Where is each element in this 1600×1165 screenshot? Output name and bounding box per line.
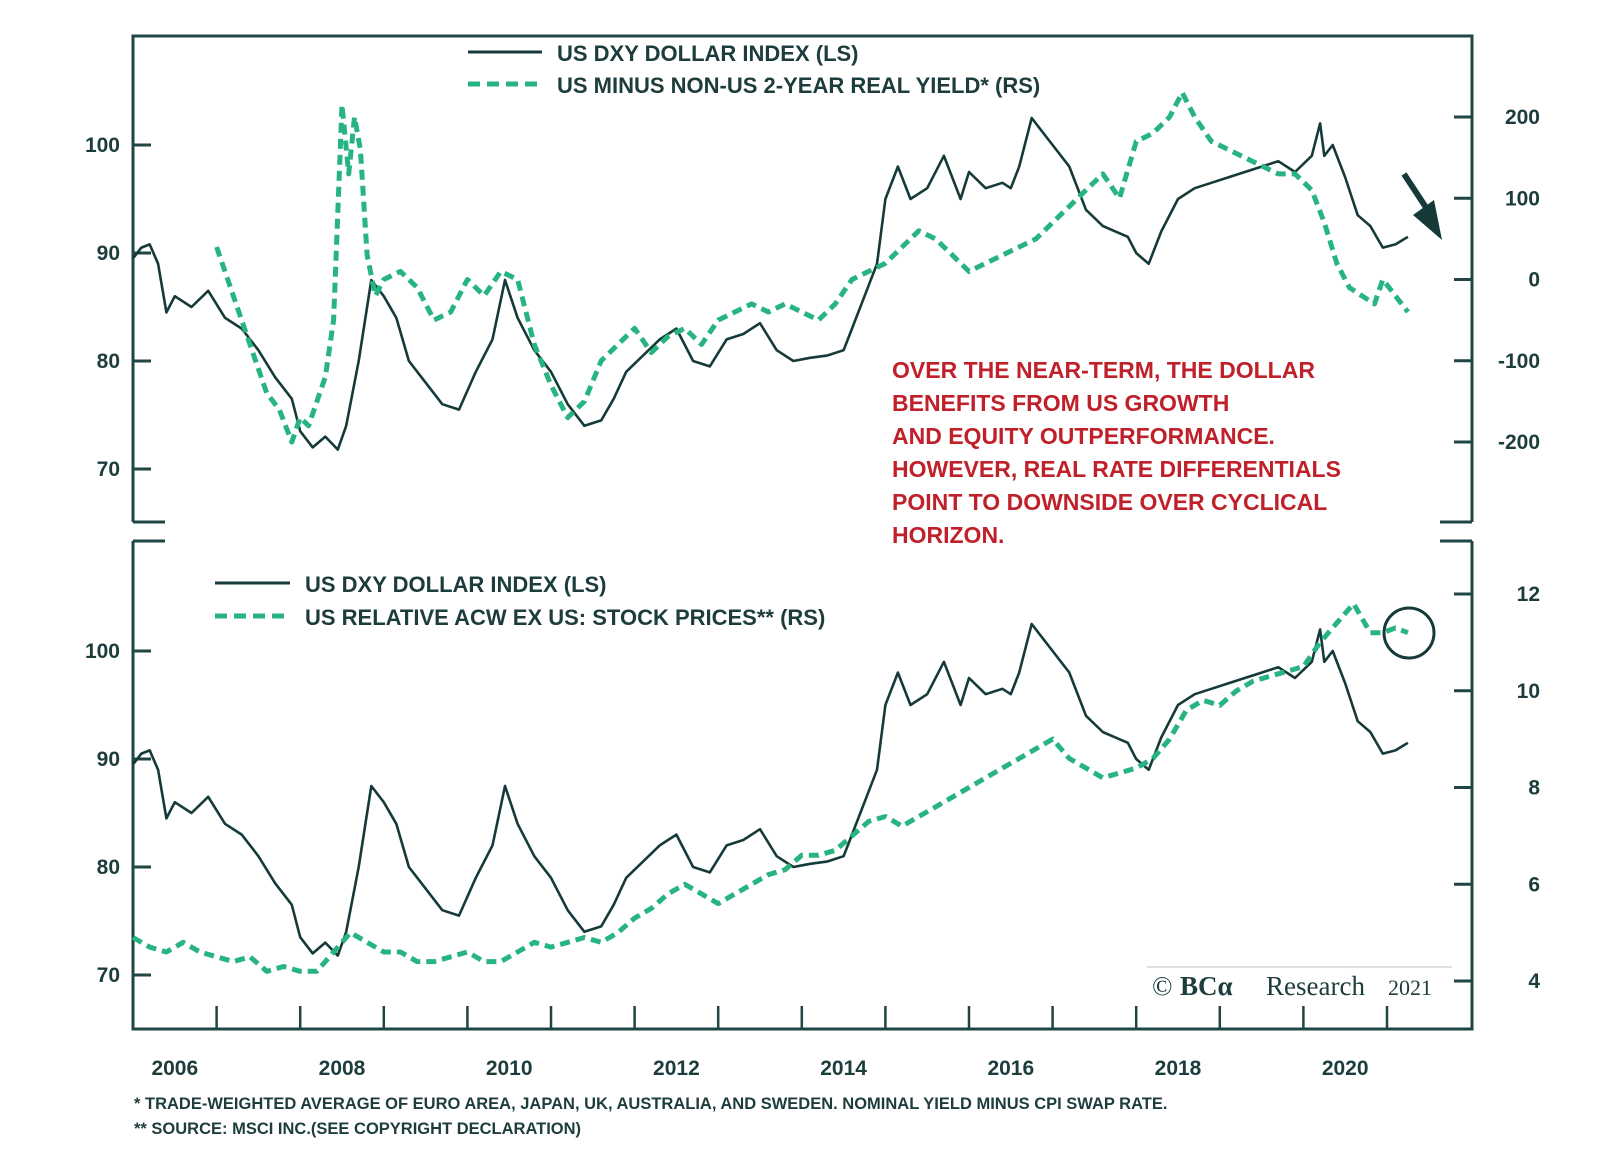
x-axis-labels: 2006 2008 2010 2012 2014 2016 2018 2020: [151, 1057, 1368, 1080]
x-tick-label: 2010: [486, 1057, 533, 1080]
real-yield-differential-line: [214, 90, 1410, 445]
left-tick-label: 100: [85, 134, 120, 157]
annotation-line: HORIZON.: [892, 522, 1004, 548]
annotation-note: OVER THE NEAR-TERM, THE DOLLAR BENEFITS …: [892, 357, 1341, 548]
left-tick-label: 90: [97, 242, 120, 265]
right-tick-label: 12: [1517, 583, 1540, 606]
left-tick-label: 80: [97, 856, 120, 879]
legend-label-dxy-bottom: US DXY DOLLAR INDEX (LS): [305, 572, 607, 597]
x-tick-label: 2018: [1155, 1057, 1202, 1080]
right-tick-label: -200: [1498, 431, 1540, 454]
right-tick-label: 200: [1505, 106, 1540, 129]
legend-label-dxy-top: US DXY DOLLAR INDEX (LS): [557, 41, 859, 66]
down-right-arrow-icon: [1401, 172, 1442, 240]
right-tick-label: 4: [1528, 970, 1540, 993]
highlight-circle: [1382, 606, 1436, 660]
x-tick-label: 2006: [151, 1057, 198, 1080]
relative-stock-prices-line: [131, 601, 1409, 974]
top-panel-frame: [131, 34, 1474, 524]
legend-label-relative-stocks: US RELATIVE ACW EX US: STOCK PRICES** (R…: [305, 605, 825, 630]
axis-ticks: 70 80 90 100 -200 -100 0 100 200 70 80 90 100 4 6 8 10 12: [85, 106, 1540, 1029]
right-tick-label: 100: [1505, 187, 1540, 210]
annotation-line: HOWEVER, REAL RATE DIFFERENTIALS: [892, 456, 1341, 482]
x-tick-label: 2008: [319, 1057, 366, 1080]
x-tick-label: 2020: [1322, 1057, 1369, 1080]
right-tick-label: 0: [1528, 269, 1540, 292]
right-tick-label: -100: [1498, 350, 1540, 373]
annotation-line: POINT TO DOWNSIDE OVER CYCLICAL: [892, 489, 1327, 515]
credit-word: Research: [1266, 971, 1365, 1001]
annotation-line: BENEFITS FROM US GROWTH: [892, 390, 1229, 416]
dxy-line-top: [131, 116, 1409, 451]
copyright-symbol: ©: [1152, 971, 1173, 1001]
top-legend: US DXY DOLLAR INDEX (LS) US MINUS NON-US…: [468, 41, 1040, 98]
left-tick-label: 70: [97, 964, 120, 987]
right-tick-label: 8: [1528, 777, 1540, 800]
annotation-line: AND EQUITY OUTPERFORMANCE.: [892, 423, 1275, 449]
annotation-line: OVER THE NEAR-TERM, THE DOLLAR: [892, 357, 1315, 383]
left-tick-label: 100: [85, 640, 120, 663]
credit-brand-logo: BCα: [1180, 971, 1233, 1001]
right-tick-label: 10: [1517, 680, 1540, 703]
left-tick-label: 80: [97, 350, 120, 373]
right-tick-label: 6: [1528, 873, 1540, 896]
credit: © BCα Research 2021: [1147, 966, 1452, 1001]
x-tick-label: 2016: [987, 1057, 1034, 1080]
footnote-1: * TRADE-WEIGHTED AVERAGE OF EURO AREA, J…: [134, 1095, 1167, 1113]
left-tick-label: 90: [97, 748, 120, 771]
left-tick-label: 70: [97, 458, 120, 481]
x-tick-label: 2012: [653, 1057, 700, 1080]
bottom-legend: US DXY DOLLAR INDEX (LS) US RELATIVE ACW…: [215, 572, 825, 630]
dxy-line-bottom: [131, 622, 1409, 957]
credit-year: 2021: [1388, 975, 1432, 1000]
series-layer: [131, 90, 1410, 974]
top-frame-outline: [131, 34, 1474, 522]
x-tick-label: 2014: [820, 1057, 867, 1080]
footnote-2: ** SOURCE: MSCI INC.(SEE COPYRIGHT DECLA…: [134, 1120, 581, 1138]
legend-label-real-yield: US MINUS NON-US 2-YEAR REAL YIELD* (RS): [557, 73, 1040, 98]
